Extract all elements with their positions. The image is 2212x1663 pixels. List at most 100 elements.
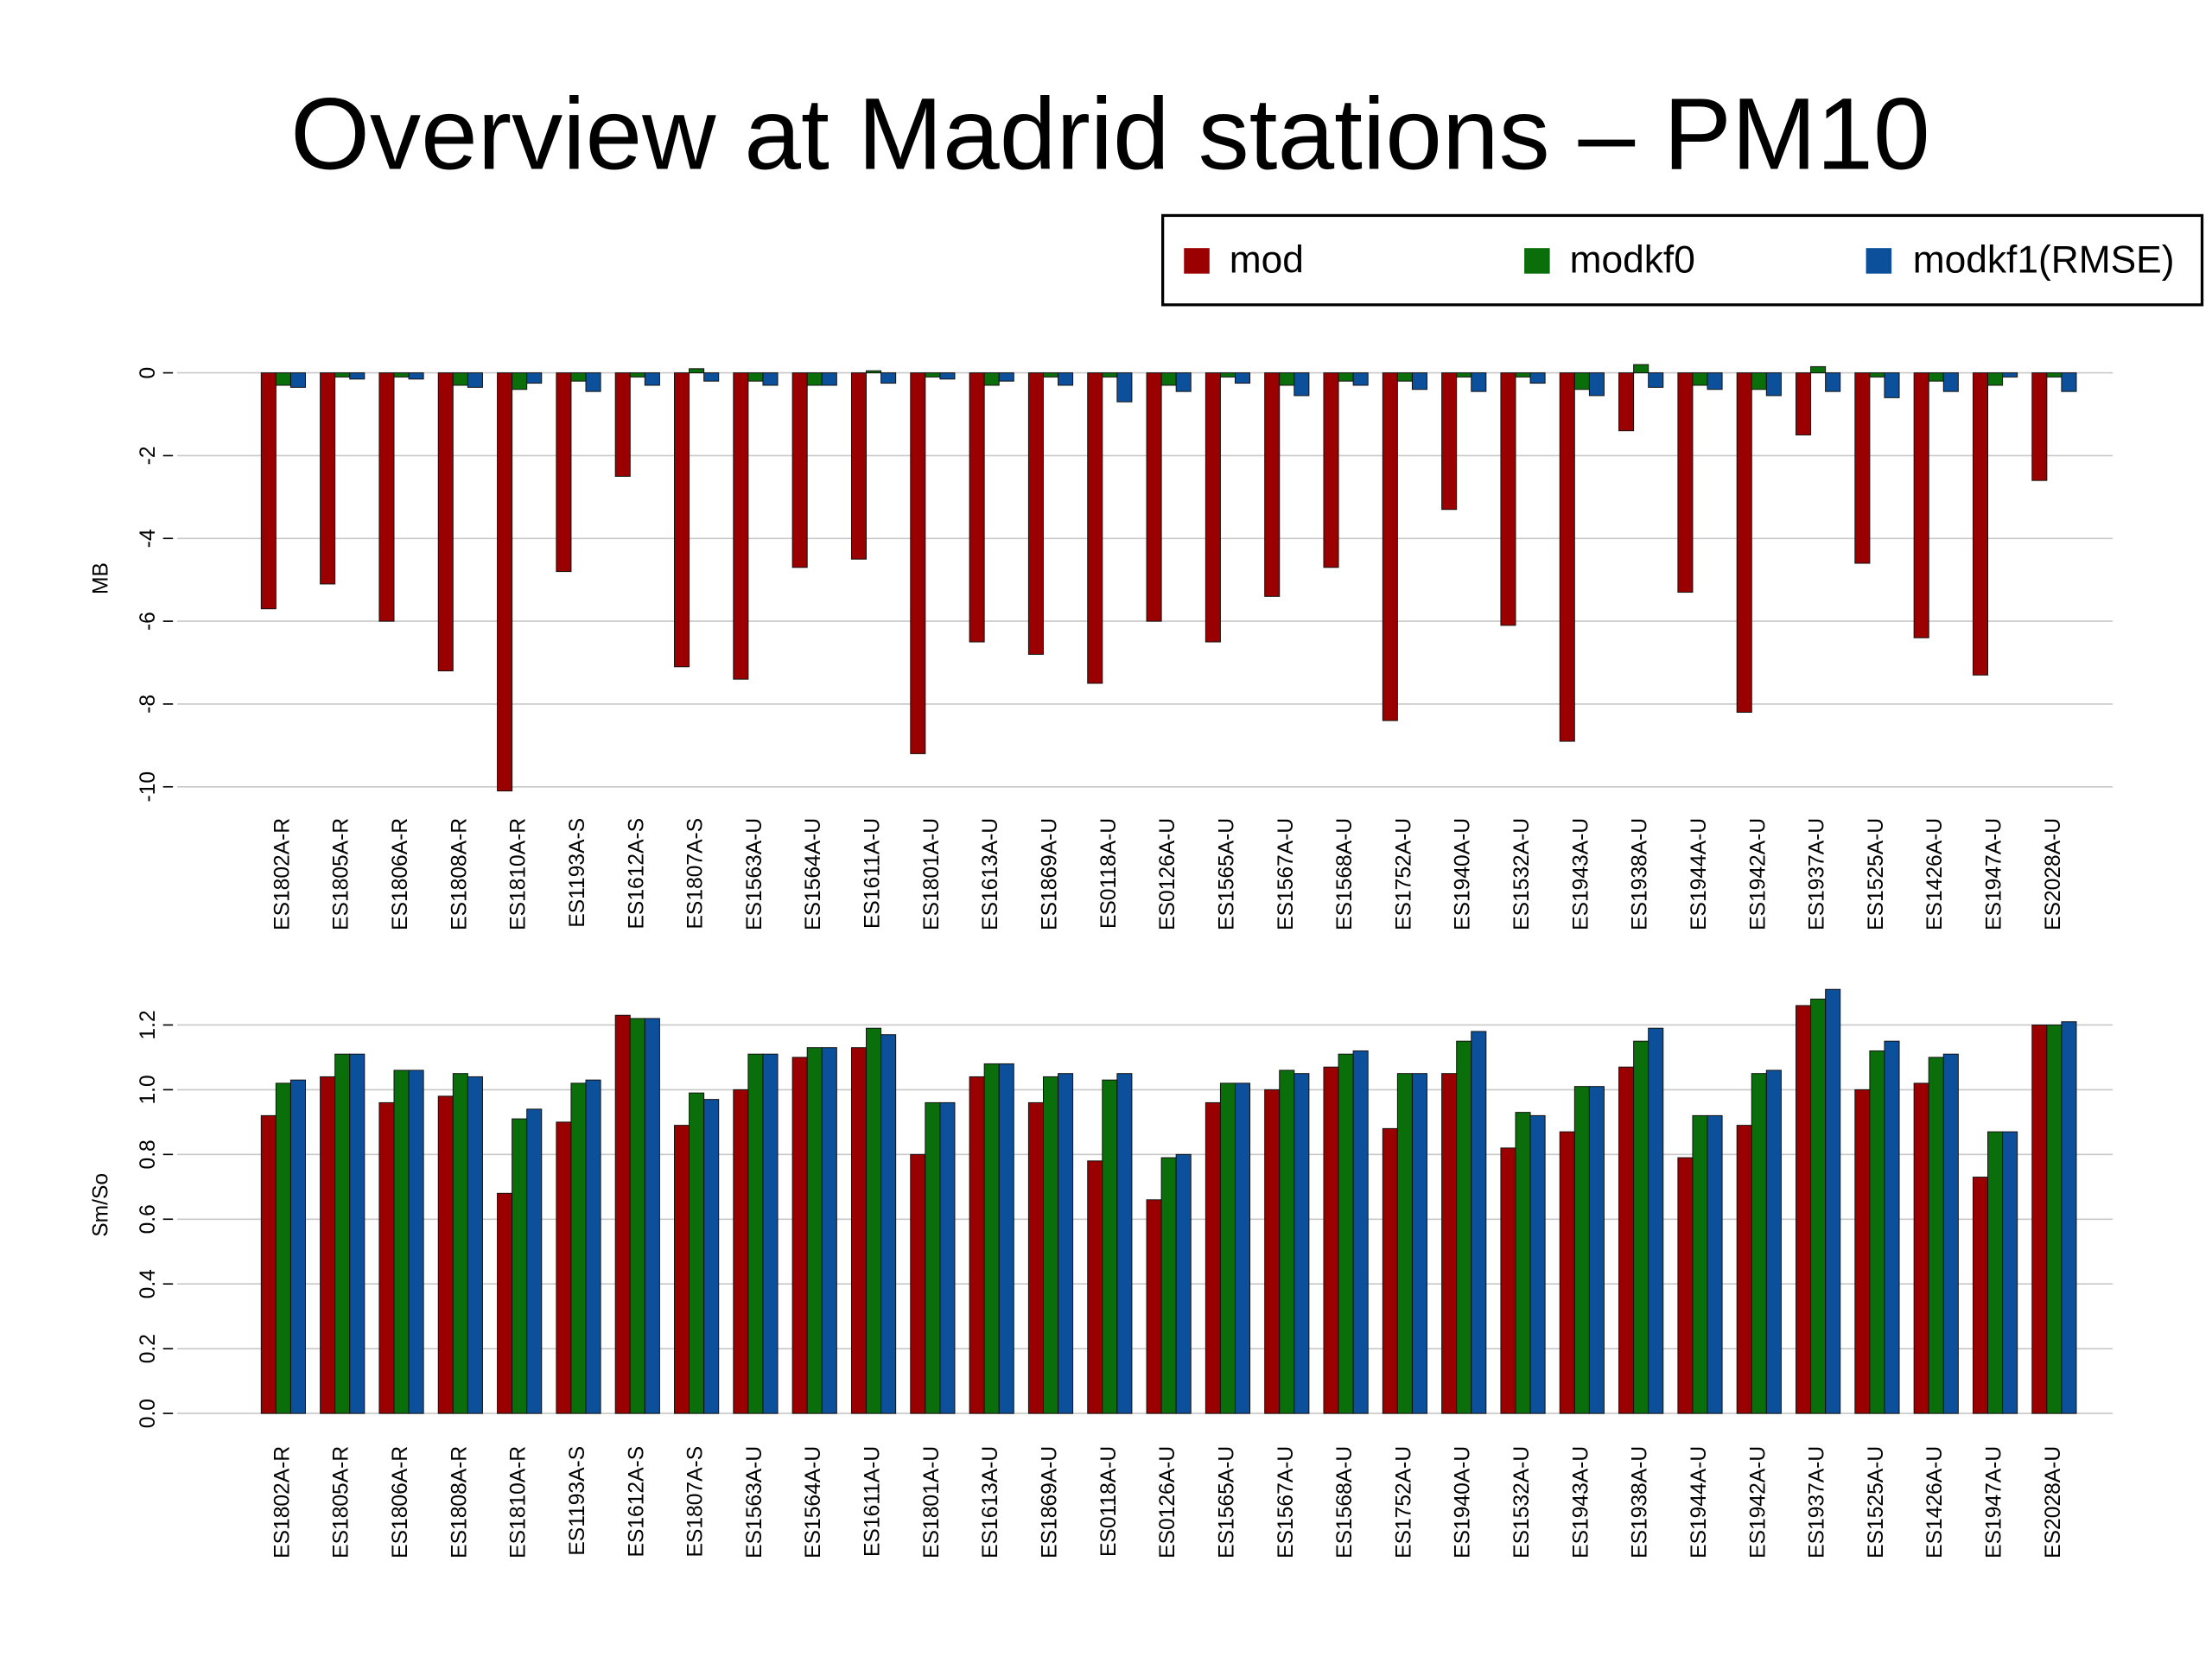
bar <box>2002 372 2018 378</box>
x-tick-label: ES1942A-U <box>1746 818 1770 930</box>
x-tick-label: ES1568A-U <box>1333 1446 1357 1558</box>
bar <box>570 372 587 382</box>
bar <box>408 1070 424 1414</box>
legend-label: modkf1(RMSE) <box>1913 238 2175 281</box>
y-tick-label: 1.0 <box>137 1075 160 1104</box>
bar <box>925 372 941 378</box>
bar <box>1736 372 1752 714</box>
bar <box>2031 1024 2048 1414</box>
bar <box>806 1047 823 1414</box>
bar <box>512 1118 528 1414</box>
bar <box>629 1018 645 1414</box>
x-tick-label: ES1801A-U <box>920 1446 944 1558</box>
x-tick-label: ES1532A-U <box>1510 1446 1534 1558</box>
x-tick-label: ES1943A-U <box>1569 1446 1592 1558</box>
y-tick-label: 0.6 <box>137 1204 160 1234</box>
bar <box>334 1053 351 1414</box>
bar <box>1972 372 1989 676</box>
bar <box>1160 1157 1177 1414</box>
bar <box>703 372 720 382</box>
bar <box>1279 372 1295 386</box>
x-tick-label: ES1802A-R <box>270 818 294 930</box>
bar <box>1677 372 1694 593</box>
bar <box>556 1121 572 1414</box>
bar <box>806 372 823 386</box>
x-tick-label: ES1567A-U <box>1274 818 1298 930</box>
bar <box>512 372 528 390</box>
bar <box>1500 372 1516 626</box>
bar <box>998 372 1014 382</box>
bar <box>1573 372 1590 390</box>
bar <box>1633 364 1649 374</box>
bar <box>2061 1021 2077 1414</box>
x-tick-label: ES1193A-S <box>566 1446 589 1556</box>
bar <box>1928 372 1944 382</box>
bar <box>1160 372 1177 386</box>
bar <box>467 1076 483 1414</box>
bar <box>880 372 897 384</box>
bar <box>320 1076 336 1414</box>
x-tick-label: ES1937A-U <box>1806 818 1829 930</box>
y-tick-label: -8 <box>137 695 160 714</box>
x-tick-label: ES2028A-U <box>2042 1446 2065 1558</box>
bar <box>644 1018 660 1414</box>
bar <box>526 372 543 384</box>
bar <box>378 372 395 622</box>
bar <box>1042 372 1059 378</box>
bar <box>1869 1050 1885 1414</box>
bar <box>1618 1066 1635 1414</box>
bar <box>791 1057 808 1414</box>
bar <box>556 372 572 573</box>
x-tick-label: ES1611A-U <box>861 818 885 929</box>
bar <box>1441 372 1458 511</box>
bar <box>334 372 351 378</box>
bar <box>1633 1040 1649 1414</box>
bar <box>910 372 926 754</box>
slide-title: Overview at Madrid stations – PM10 <box>290 77 1930 191</box>
bar <box>969 1076 985 1414</box>
bar <box>644 372 660 386</box>
x-tick-label: ES1807A-S <box>684 1446 708 1558</box>
bar <box>614 1014 631 1414</box>
x-tick-label: ES1612A-S <box>625 1446 648 1558</box>
bar <box>1116 372 1133 403</box>
bar <box>393 372 410 378</box>
bar <box>1382 1127 1398 1414</box>
bar <box>275 1082 291 1414</box>
bar <box>1279 1070 1295 1414</box>
x-tick-label: ES1801A-U <box>920 818 944 930</box>
bar <box>821 372 837 386</box>
bar <box>733 1089 749 1414</box>
x-tick-label: ES1808A-R <box>448 1446 471 1558</box>
y-tick-label: 0.4 <box>137 1269 160 1298</box>
bar <box>674 372 690 668</box>
x-tick-label: ES1426A-U <box>1923 818 1947 930</box>
bar <box>1692 372 1708 386</box>
x-tick-label: ES1810A-R <box>507 818 531 930</box>
x-tick-label: ES1525A-U <box>1865 818 1888 930</box>
bar <box>1588 372 1605 397</box>
bar <box>1264 1089 1281 1414</box>
bar <box>1869 372 1885 378</box>
bar <box>939 1101 956 1414</box>
x-tick-label: ES0126A-U <box>1156 1446 1179 1558</box>
x-tick-label: ES1565A-U <box>1215 818 1238 930</box>
x-tick-label: ES1567A-U <box>1274 1446 1298 1558</box>
bar <box>1736 1125 1752 1414</box>
bar <box>260 372 276 610</box>
bar <box>1751 1073 1767 1414</box>
bar <box>1588 1086 1605 1414</box>
x-tick-label: ES1802A-R <box>270 1446 294 1558</box>
bar <box>1234 372 1251 384</box>
legend-swatch <box>1184 248 1210 274</box>
x-tick-label: ES1806A-R <box>389 1446 412 1558</box>
bar <box>2031 372 2048 481</box>
bar <box>1219 372 1236 378</box>
bar <box>1352 372 1369 386</box>
bar <box>1854 1089 1871 1414</box>
x-tick-label: ES0118A-U <box>1097 1446 1121 1557</box>
bar <box>349 372 365 380</box>
bar <box>585 372 601 392</box>
legend-label: modkf0 <box>1570 238 1695 281</box>
legend-swatch <box>1866 248 1892 274</box>
